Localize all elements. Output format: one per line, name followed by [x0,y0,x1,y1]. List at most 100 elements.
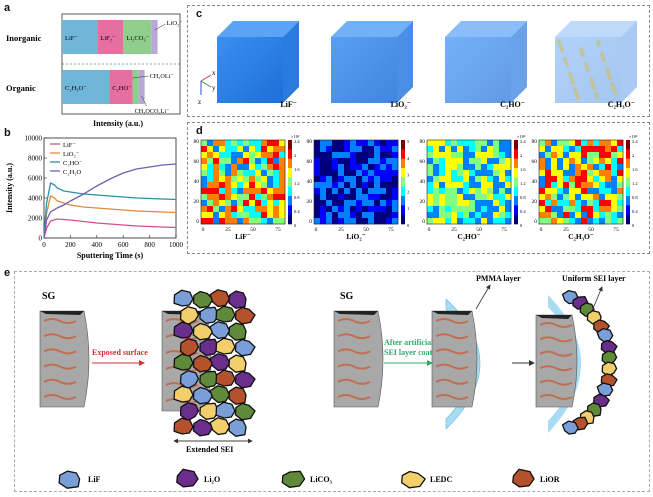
map-ion-label: C₂HO⁻ [457,232,480,241]
map-cell [368,176,375,183]
map-cell [545,158,552,165]
map-cell [487,158,494,165]
map-cell [445,200,452,207]
map-cell [463,158,470,165]
map-cell [463,146,470,153]
map-y-tick: 20 [532,199,538,205]
map-cell [445,176,452,183]
cube-2: LiO₂⁻ [331,21,413,109]
map-cell [617,182,624,189]
map-cell [261,140,268,147]
map-cell [243,176,250,183]
map-cell [445,140,452,147]
map-cell [207,152,214,159]
map-x-tick: 25 [225,227,231,233]
sei-particle [192,386,214,405]
map-cell [587,206,594,213]
map-cell [243,212,250,219]
map-cell [374,152,381,159]
map-cell [433,146,440,153]
x-axis-label: Sputtering Time (s) [77,251,144,260]
map-cell [545,218,552,225]
map-cell [481,170,488,177]
map-cell [487,152,494,159]
map-cell [475,182,482,189]
map-cell [219,194,226,201]
legend-label: LiO₂⁻ [63,151,79,158]
map-cell [237,182,244,189]
map-cell [374,218,381,225]
map-cell [463,218,470,225]
map-cell [457,158,464,165]
map-cell [593,140,600,147]
map-cell [493,152,500,159]
map-cell [545,188,552,195]
colorbar-tick: 0.4 [520,209,526,214]
map-cell [439,200,446,207]
map-cell [575,170,582,177]
callout-label: CH₃OCO₂Li⁻ [135,108,170,115]
map-cell [487,146,494,153]
map-cell [445,188,452,195]
map-cell [213,206,220,213]
map-cell [539,218,546,225]
colorbar-tick: 0 [632,223,635,228]
map-cell [380,170,387,177]
map-cell [427,212,434,219]
map-cell [362,152,369,159]
map-cell [374,212,381,219]
map-cell [392,146,399,153]
map-cell [587,218,594,225]
map-cell [338,194,345,201]
map-cell [605,158,612,165]
map-cell [225,176,232,183]
map-cell [457,176,464,183]
map-cell [261,194,268,201]
map-cell [493,158,500,165]
map-cell [445,218,452,225]
callout-label: CH₃OLi⁻ [150,73,174,80]
map-cell [332,206,339,213]
map-cell [338,164,345,171]
map-cell [557,200,564,207]
map-x-tick: 50 [363,227,369,233]
map-cell [575,164,582,171]
map-cell [599,158,606,165]
map-cell [487,206,494,213]
map-x-tick: 0 [202,227,205,233]
map-cell [457,140,464,147]
map-cell [481,182,488,189]
legend-item: LiCO₃ [281,470,333,488]
colorbar-cell [288,186,292,197]
map-cell [201,212,208,219]
map-cell [427,146,434,153]
map-cell [320,182,327,189]
map-y-tick: 80 [532,139,538,145]
cube-top [555,21,637,37]
map-cell [380,182,387,189]
map-cell [605,212,612,219]
map-cell [611,200,618,207]
map-cell [569,170,576,177]
map-cell [539,146,546,153]
map-cell [380,200,387,207]
map-cell [599,188,606,195]
map-cell [392,170,399,177]
map-cell [225,170,232,177]
map-cell [374,170,381,177]
map-cell [201,200,208,207]
graphite-layer [435,318,469,324]
map-cell [475,140,482,147]
map-cell [380,140,387,147]
map-cell [575,218,582,225]
map-cell [338,200,345,207]
cube-front [217,37,283,103]
map-cell [279,140,286,147]
map-cell [326,194,333,201]
colorbar-cell [626,214,630,225]
sei-particle [209,417,231,436]
map-cell [505,158,512,165]
map-cell [326,218,333,225]
map-cell [551,146,558,153]
map-cell [225,158,232,165]
